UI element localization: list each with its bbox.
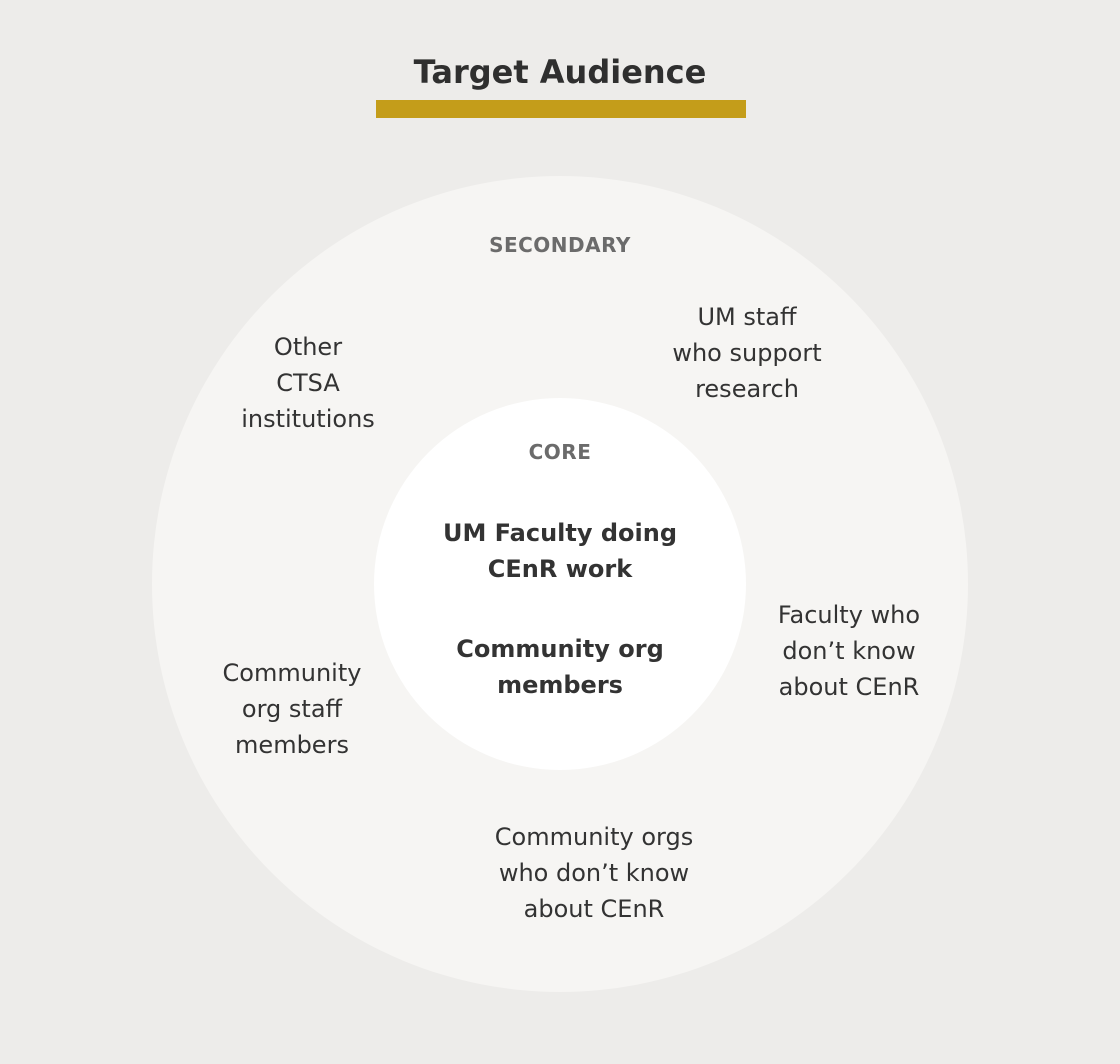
secondary-label: SECONDARY bbox=[489, 233, 631, 257]
title-underline bbox=[376, 100, 746, 118]
secondary-group-faculty-unaware: Faculty who don’t know about CEnR bbox=[777, 601, 921, 701]
core-label: CORE bbox=[528, 440, 592, 464]
secondary-group-um-staff: UM staff who support research bbox=[672, 303, 822, 403]
secondary-group-community-orgs-unaware: Community orgs who don’t know about CEnR bbox=[494, 823, 694, 923]
core-group-um-faculty: UM Faculty doing CEnR work bbox=[442, 519, 678, 583]
core-circle bbox=[374, 398, 746, 770]
diagram-title: Target Audience bbox=[413, 53, 707, 91]
core-group-community-members: Community org members bbox=[456, 635, 664, 699]
secondary-group-ctsa-institutions: Other CTSA institutions bbox=[241, 333, 375, 433]
secondary-group-community-org-staff: Community org staff members bbox=[222, 659, 362, 759]
